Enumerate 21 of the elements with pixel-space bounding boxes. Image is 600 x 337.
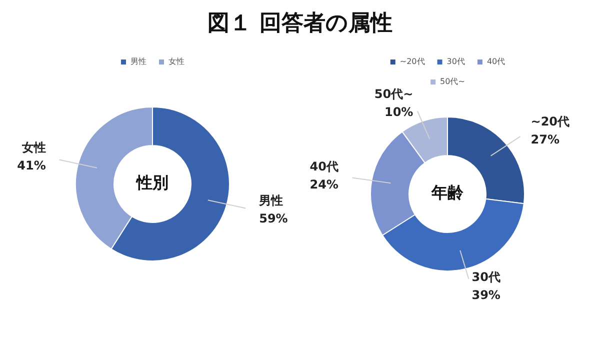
slice-label: 男性 <box>258 194 284 208</box>
legend-label: ~20代 <box>400 57 425 66</box>
text: 年齢 <box>430 183 464 202</box>
slice-label: 40代 <box>310 159 338 174</box>
data-label: 10% <box>384 104 414 119</box>
slice-label: 30代 <box>472 270 500 284</box>
legend-label: 50代~ <box>440 77 465 86</box>
data-label: 24% <box>310 177 338 192</box>
text: 性別 <box>136 173 168 192</box>
slice-label: 女性 <box>20 140 46 155</box>
slice-label: ~20代 <box>530 114 570 128</box>
data-label: 41% <box>17 158 46 173</box>
legend-label: 男性 <box>130 57 146 66</box>
legend-label: 30代 <box>446 57 465 66</box>
data-label: 27% <box>530 132 560 146</box>
chart-title: 図１ 回答者の属性 <box>206 10 394 38</box>
data-label: 39% <box>472 288 500 302</box>
legend-label: 女性 <box>168 57 184 66</box>
data-label: 59% <box>259 212 288 226</box>
slice-label: 50代~ <box>374 86 414 101</box>
legend-label: 40代 <box>486 57 506 66</box>
